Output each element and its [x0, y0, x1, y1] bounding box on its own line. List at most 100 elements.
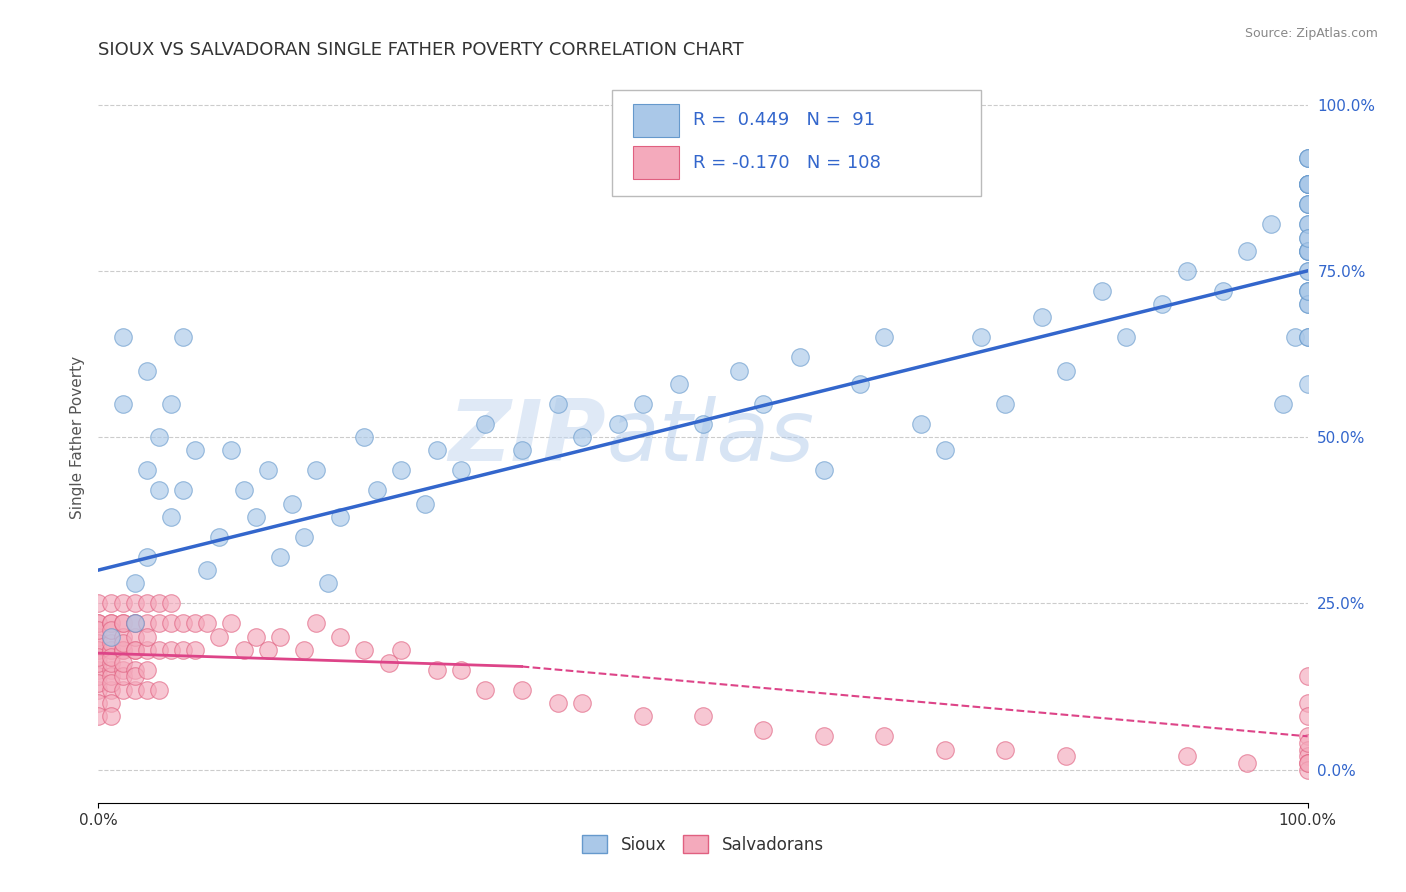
Point — [269, 549, 291, 564]
Point — [1260, 217, 1282, 231]
Point — [994, 397, 1017, 411]
Point — [124, 643, 146, 657]
Point — [1296, 151, 1319, 165]
Point — [1212, 284, 1234, 298]
Point — [111, 330, 134, 344]
Point — [100, 616, 122, 631]
Point — [474, 682, 496, 697]
Point — [148, 483, 170, 498]
Point — [245, 509, 267, 524]
Point — [148, 643, 170, 657]
Point — [1296, 330, 1319, 344]
Point — [87, 676, 110, 690]
Point — [148, 430, 170, 444]
Point — [111, 397, 134, 411]
Point — [994, 742, 1017, 756]
Point — [111, 663, 134, 677]
Point — [1296, 297, 1319, 311]
Point — [100, 623, 122, 637]
Point — [111, 682, 134, 697]
Point — [87, 630, 110, 644]
Point — [305, 616, 328, 631]
Point — [1236, 244, 1258, 258]
Point — [135, 643, 157, 657]
Point — [184, 443, 207, 458]
Point — [100, 643, 122, 657]
Point — [172, 330, 194, 344]
Point — [172, 643, 194, 657]
Point — [135, 549, 157, 564]
Point — [221, 443, 243, 458]
Point — [111, 656, 134, 670]
Point — [148, 596, 170, 610]
Point — [256, 643, 278, 657]
Point — [1296, 709, 1319, 723]
Point — [1296, 217, 1319, 231]
Point — [631, 397, 654, 411]
FancyBboxPatch shape — [633, 104, 679, 137]
Point — [1296, 284, 1319, 298]
Point — [873, 330, 896, 344]
Point — [353, 430, 375, 444]
Point — [269, 630, 291, 644]
Point — [111, 643, 134, 657]
Point — [547, 696, 569, 710]
Point — [1296, 197, 1319, 211]
Point — [184, 643, 207, 657]
Legend: Sioux, Salvadorans: Sioux, Salvadorans — [576, 829, 830, 860]
FancyBboxPatch shape — [633, 146, 679, 179]
Point — [87, 656, 110, 670]
Point — [100, 656, 122, 670]
Point — [111, 630, 134, 644]
Point — [1296, 197, 1319, 211]
Point — [87, 643, 110, 657]
Point — [329, 630, 352, 644]
Point — [87, 649, 110, 664]
Point — [1296, 178, 1319, 192]
Point — [100, 649, 122, 664]
Point — [292, 530, 315, 544]
Point — [100, 643, 122, 657]
Point — [571, 696, 593, 710]
Point — [1296, 151, 1319, 165]
Point — [100, 663, 122, 677]
Point — [1296, 736, 1319, 750]
Point — [100, 630, 122, 644]
Point — [100, 616, 122, 631]
Point — [692, 709, 714, 723]
Point — [1296, 151, 1319, 165]
Point — [148, 682, 170, 697]
Point — [1031, 310, 1053, 325]
Point — [1296, 230, 1319, 244]
Point — [111, 616, 134, 631]
Point — [789, 351, 811, 365]
Y-axis label: Single Father Poverty: Single Father Poverty — [69, 356, 84, 518]
Point — [135, 630, 157, 644]
Point — [172, 483, 194, 498]
Point — [87, 663, 110, 677]
Point — [124, 663, 146, 677]
Point — [135, 363, 157, 377]
Point — [100, 596, 122, 610]
Point — [377, 656, 399, 670]
Point — [510, 443, 533, 458]
Point — [1296, 284, 1319, 298]
Point — [1284, 330, 1306, 344]
Point — [87, 596, 110, 610]
Point — [111, 636, 134, 650]
Point — [124, 643, 146, 657]
Point — [1091, 284, 1114, 298]
Point — [232, 643, 254, 657]
Point — [111, 643, 134, 657]
Point — [100, 709, 122, 723]
Text: atlas: atlas — [606, 395, 814, 479]
Point — [1296, 178, 1319, 192]
Point — [160, 397, 183, 411]
Point — [87, 616, 110, 631]
Point — [305, 463, 328, 477]
Point — [1115, 330, 1137, 344]
Point — [1296, 284, 1319, 298]
Point — [1054, 363, 1077, 377]
Point — [195, 616, 218, 631]
Point — [135, 596, 157, 610]
